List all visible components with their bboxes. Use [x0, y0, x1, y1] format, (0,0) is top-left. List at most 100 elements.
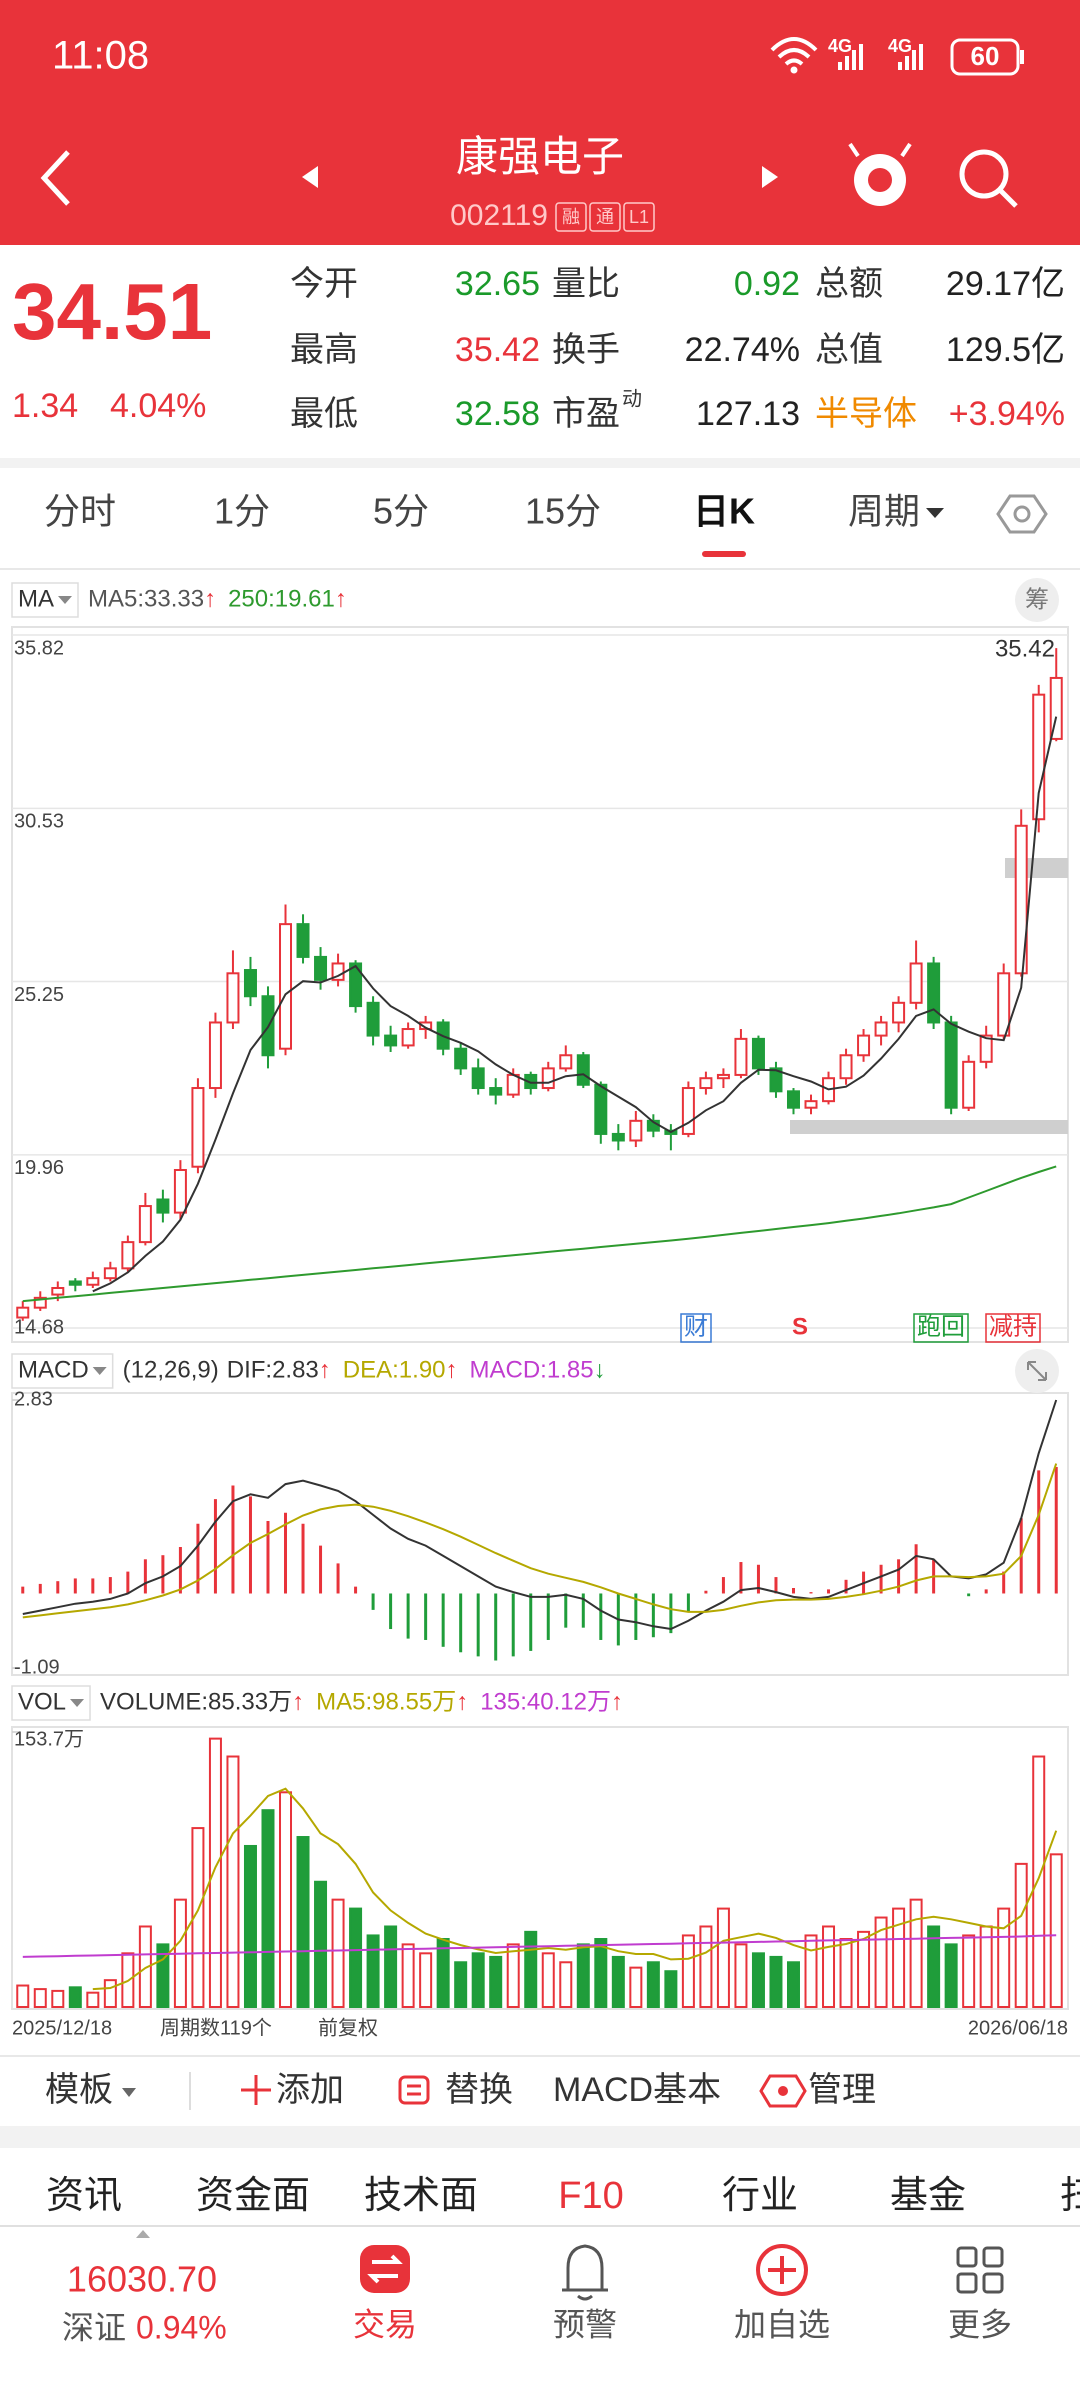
volume-bar: [419, 1952, 433, 2008]
candle-body: [156, 1198, 170, 1214]
stock-code: 002119: [450, 199, 548, 232]
toolbar-button[interactable]: 替换: [445, 2071, 513, 2109]
candle-body: [857, 1034, 871, 1057]
replace-icon-lines: [407, 2084, 421, 2096]
volume-bar: [927, 1925, 941, 2008]
toolbar-button[interactable]: 模板: [45, 2071, 113, 2109]
nav-item[interactable]: 更多: [948, 2306, 1012, 2342]
volume-bar: [208, 1737, 222, 2008]
event-marker[interactable]: 财: [684, 1313, 708, 1340]
volume-bar: [716, 1907, 730, 2008]
volume-bar: [279, 1791, 293, 2008]
back-button[interactable]: [40, 150, 70, 206]
section-tab[interactable]: 行业: [722, 2175, 798, 2217]
candle-body: [226, 972, 240, 1024]
candle-body: [576, 1054, 590, 1086]
section-tab[interactable]: F10: [558, 2175, 623, 2217]
legend-entry: DIF:2.83: [227, 1356, 319, 1383]
signal-bar: [838, 62, 842, 70]
kline-panel: [11, 626, 1069, 1343]
volume-bar: [1032, 1755, 1046, 2009]
candle-body: [208, 1021, 222, 1090]
period-tab[interactable]: 15分: [525, 491, 601, 532]
candle-body: [279, 923, 293, 1050]
section-tab[interactable]: 基金: [890, 2175, 966, 2217]
code-tag: 融: [562, 207, 580, 227]
price-change-pct: 4.04%: [110, 387, 206, 425]
prev-stock[interactable]: [302, 166, 318, 188]
toolbar-button[interactable]: 管理: [808, 2071, 876, 2109]
indicator-selector[interactable]: MACD: [18, 1356, 89, 1383]
candle-body: [594, 1083, 608, 1135]
candle-body: [524, 1073, 538, 1090]
next-stock[interactable]: [762, 166, 778, 188]
expand-button[interactable]: [1015, 1349, 1059, 1393]
candle-body: [138, 1205, 152, 1244]
settings-button[interactable]: [996, 494, 1048, 534]
stat-label: 最低: [290, 395, 358, 433]
candle-body: [769, 1067, 783, 1093]
candle-body: [471, 1067, 485, 1090]
volume-bar: [349, 1907, 363, 2008]
nav-item[interactable]: 交易: [353, 2306, 417, 2342]
search-button[interactable]: [959, 149, 1018, 208]
more-icon-cell: [982, 2272, 1004, 2294]
legend-arrow: ↑: [611, 1688, 623, 1715]
x-tick-label: 2026/06/18: [968, 2017, 1068, 2039]
manage-icon-dot: [778, 2086, 788, 2096]
y-tick-label: -1.09: [14, 1656, 60, 1678]
replace-icon: [398, 2075, 430, 2105]
volume-bar: [874, 1916, 888, 2009]
section-tab[interactable]: 资金面: [196, 2175, 310, 2217]
candle-body: [681, 1087, 695, 1135]
event-marker[interactable]: 跑回: [917, 1313, 965, 1340]
volume-bar: [979, 1925, 993, 2008]
period-tab[interactable]: 1分: [214, 491, 270, 532]
mascot-button[interactable]: [848, 142, 912, 206]
stat-label: 总值: [815, 331, 883, 369]
event-marker[interactable]: S: [792, 1313, 808, 1340]
volume-bar: [454, 1961, 468, 2009]
stat-label: 最高: [290, 331, 358, 369]
event-marker[interactable]: 减持: [989, 1313, 1037, 1340]
section-tab[interactable]: 扫: [1060, 2175, 1080, 2217]
mascot-ears: [848, 142, 912, 158]
section-tab[interactable]: 资讯: [46, 2175, 122, 2217]
indicator-selector[interactable]: VOL: [18, 1688, 66, 1715]
period-tab[interactable]: 5分: [373, 491, 429, 532]
volume-bar: [646, 1961, 660, 2009]
toolbar-button[interactable]: MACD基本: [553, 2071, 721, 2109]
wifi-icon: [770, 37, 818, 66]
event-marker-box: [680, 1313, 712, 1343]
volume-bar: [734, 1943, 748, 2009]
mascot-eye: [868, 168, 892, 192]
section-tab[interactable]: 技术面: [364, 2175, 478, 2217]
network-label: 4G: [828, 36, 852, 56]
volume-bar: [664, 1970, 678, 2009]
chip-button-bg[interactable]: [1015, 578, 1059, 622]
stat-value: 35.42: [455, 331, 540, 369]
volume-bar: [506, 1943, 520, 2009]
volume-bar: [681, 1934, 695, 2008]
indicator-selector[interactable]: MA: [18, 585, 54, 612]
period-tab[interactable]: 日K: [693, 491, 755, 532]
nav-item[interactable]: 加自选: [734, 2306, 830, 2342]
y-tick-label: 14.68: [14, 1316, 64, 1338]
signal-bar: [859, 44, 863, 70]
legend-entry: MACD:1.85: [470, 1356, 594, 1383]
nav-item[interactable]: 预警: [553, 2306, 617, 2342]
candle-body: [909, 962, 923, 1004]
y-tick-label: 25.25: [14, 984, 64, 1006]
volume-bar: [138, 1925, 152, 2008]
candle-body: [103, 1267, 117, 1280]
legend-arrow: ↓: [594, 1356, 606, 1383]
volume-bar: [471, 1952, 485, 2008]
period-tab[interactable]: 分时: [44, 491, 116, 532]
period-tab[interactable]: 周期: [848, 491, 920, 532]
candle-body: [401, 1028, 415, 1047]
index-value[interactable]: 16030.70: [67, 2259, 217, 2300]
dropdown-caret: [70, 1699, 85, 1707]
dropdown-caret: [92, 1367, 107, 1375]
toolbar-button[interactable]: 添加: [276, 2071, 344, 2109]
legend-arrow: ↑: [446, 1356, 458, 1383]
